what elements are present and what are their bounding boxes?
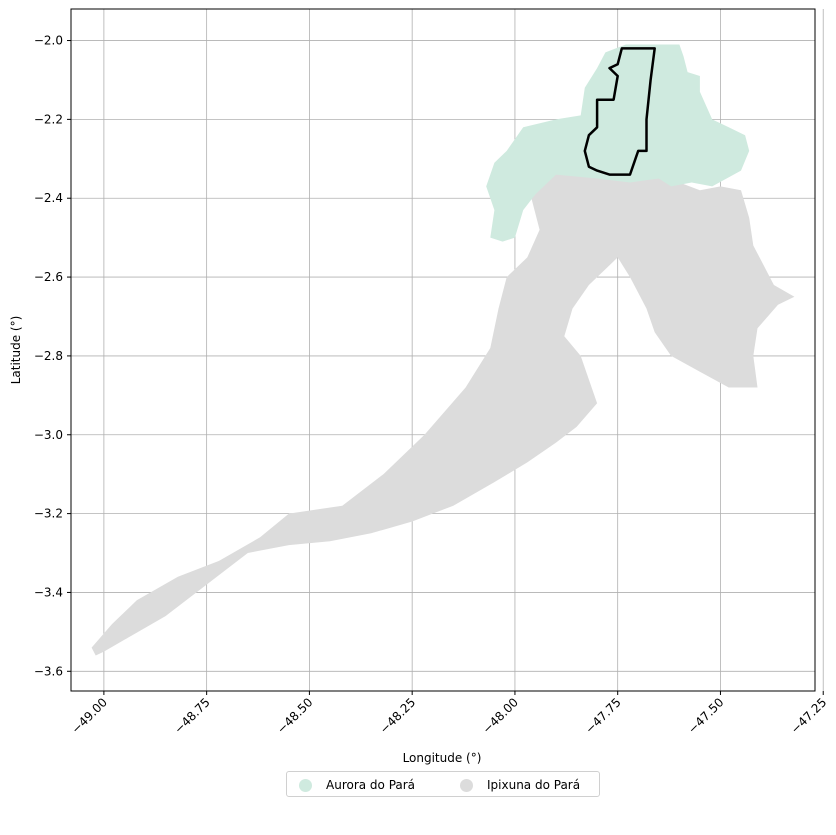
highlight-boundary (583, 47, 656, 176)
region-ipixuna (91, 170, 795, 656)
y-tick-label: −2.2 (34, 112, 63, 126)
x-tick-label: −47.75 (583, 695, 624, 736)
legend-item-ipixuna: Ipixuna do Pará (460, 772, 580, 798)
legend: Aurora do Pará Ipixuna do Pará (286, 771, 600, 797)
legend-label-aurora: Aurora do Pará (326, 778, 416, 792)
x-tick-label: −48.75 (171, 695, 212, 736)
y-axis-title: Latitude (°) (9, 316, 23, 385)
y-tick-label: −2.4 (34, 191, 63, 205)
region-aurora (486, 44, 750, 242)
legend-marker-aurora (299, 778, 312, 792)
x-tick-label: −47.50 (685, 695, 726, 736)
legend-item-aurora: Aurora do Pará (299, 772, 415, 798)
regions-layer (91, 44, 795, 656)
x-tick-label: −49.00 (69, 695, 110, 736)
x-axis-title: Longitude (°) (403, 751, 482, 765)
y-tick-label: −3.4 (34, 585, 63, 599)
y-tick-label: −3.2 (34, 507, 63, 521)
x-tick-label: −48.00 (480, 695, 521, 736)
legend-marker-ipixuna (460, 778, 473, 792)
y-tick-label: −3.6 (34, 664, 63, 678)
y-tick-label: −3.0 (34, 428, 63, 442)
x-tick-label: −48.25 (377, 695, 418, 736)
y-tick-label: −2.8 (34, 349, 63, 363)
legend-label-ipixuna: Ipixuna do Pará (487, 778, 581, 792)
plot-frame (70, 8, 816, 692)
highlight-outline-layer (583, 47, 656, 176)
y-tick-label: −2.0 (34, 34, 63, 48)
y-tick-label: −2.6 (34, 270, 63, 284)
x-tick-label: −48.50 (274, 695, 315, 736)
x-tick-label: −47.25 (788, 695, 829, 736)
